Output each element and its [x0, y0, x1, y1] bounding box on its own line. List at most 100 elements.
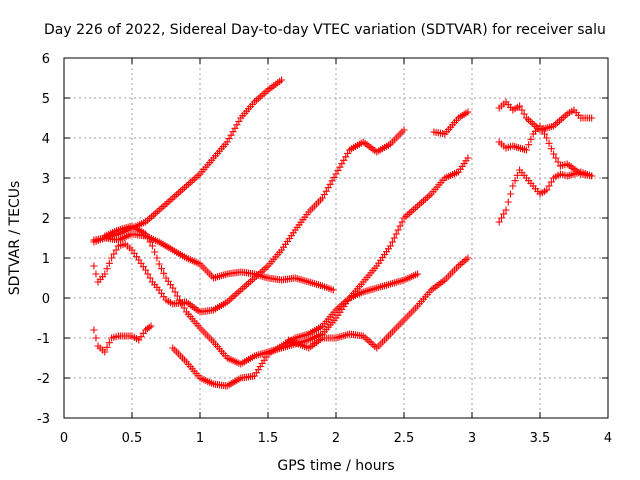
data-point [90, 326, 98, 334]
data-point [151, 248, 159, 256]
data-point [513, 171, 521, 179]
data-point [500, 210, 508, 218]
data-point [103, 265, 111, 273]
data-point [144, 234, 152, 242]
y-tick-label: 3 [42, 172, 50, 187]
data-point [536, 122, 544, 130]
y-tick-label: -1 [37, 332, 50, 347]
data-point [169, 284, 177, 292]
y-tick-label: -3 [37, 412, 50, 427]
series-7 [284, 254, 472, 352]
data-point [464, 254, 472, 262]
x-tick-label: 2.5 [394, 431, 415, 446]
x-axis-label: GPS time / hours [277, 458, 394, 474]
series-9 [495, 98, 596, 134]
data-point [550, 150, 558, 158]
y-tick-label: 1 [42, 252, 50, 267]
data-point [160, 269, 168, 277]
data-point [390, 234, 398, 242]
data-point [155, 260, 163, 268]
data-point [545, 182, 553, 190]
data-point [392, 230, 400, 238]
series-2 [90, 230, 337, 294]
y-tick-label: 2 [42, 212, 50, 227]
y-axis-label: SDTVAR / TECUs [7, 181, 23, 296]
data-point [394, 226, 402, 234]
series-4 [101, 154, 472, 368]
data-point [180, 304, 188, 312]
x-tick-label: 4 [604, 431, 612, 446]
data-point [588, 172, 596, 180]
data-point [146, 238, 154, 246]
data-point [148, 242, 156, 250]
data-point [552, 154, 560, 162]
data-point [400, 126, 408, 134]
data-point [554, 158, 562, 166]
data-point [147, 322, 155, 330]
axis-ticks: 0 0.5 1 1.5 2 2.5 3 3.5 4 -3 -2 -1 0 1 2 3 4 5 6 [37, 52, 612, 446]
x-tick-label: 1 [196, 431, 204, 446]
data-point [112, 246, 120, 254]
data-point [506, 190, 515, 198]
data-point [108, 254, 116, 262]
data-point [518, 106, 526, 114]
data-point [388, 238, 396, 246]
data-point [146, 274, 154, 282]
x-tick-label: 1.5 [258, 431, 279, 446]
y-tick-label: -2 [37, 372, 50, 387]
data-point [386, 242, 394, 250]
data-point [525, 141, 533, 149]
data-point [540, 130, 549, 138]
data-point [105, 339, 113, 347]
data-point [278, 76, 286, 84]
data-point [464, 154, 472, 162]
series-3 [90, 126, 408, 316]
data-point [92, 334, 100, 342]
y-tick-label: 4 [42, 132, 50, 147]
data-point [176, 296, 184, 304]
y-tick-label: 5 [42, 92, 50, 107]
data-point [516, 102, 524, 110]
data-point [142, 266, 150, 274]
data-point [142, 230, 150, 238]
data-point [414, 270, 422, 278]
data-point [157, 265, 166, 273]
data-point [110, 250, 118, 258]
x-tick-label: 3 [468, 431, 476, 446]
data-point [153, 254, 161, 262]
data-point [398, 218, 406, 226]
data-point [547, 178, 555, 186]
data-point [171, 288, 179, 296]
y-tick-label: 0 [42, 292, 50, 307]
series-11 [495, 166, 596, 226]
chart-title: Day 226 of 2022, Sidereal Day-to-day VTE… [44, 22, 606, 38]
data-point [538, 126, 546, 134]
data-point [92, 270, 100, 278]
data-point [588, 114, 596, 122]
data-point [101, 270, 109, 278]
data-point [103, 343, 111, 351]
series-8 [430, 108, 472, 138]
data-point [90, 262, 98, 270]
data-point [464, 108, 472, 116]
x-tick-label: 0 [60, 431, 68, 446]
data-point [144, 270, 152, 278]
y-tick-label: 6 [42, 52, 50, 67]
series-5 [90, 322, 155, 356]
x-tick-label: 3.5 [530, 431, 551, 446]
data-point [509, 182, 517, 190]
data-point [543, 186, 551, 194]
data-point [497, 214, 506, 222]
data-point [543, 134, 551, 142]
gridlines [64, 58, 608, 418]
data-point [329, 286, 337, 294]
data-point [511, 177, 519, 185]
data-point [504, 198, 512, 206]
data-point [502, 206, 510, 214]
data-point [522, 146, 530, 154]
data-point [178, 300, 186, 308]
data-point [520, 110, 528, 118]
data-point [547, 145, 555, 153]
series-1 [90, 76, 286, 246]
